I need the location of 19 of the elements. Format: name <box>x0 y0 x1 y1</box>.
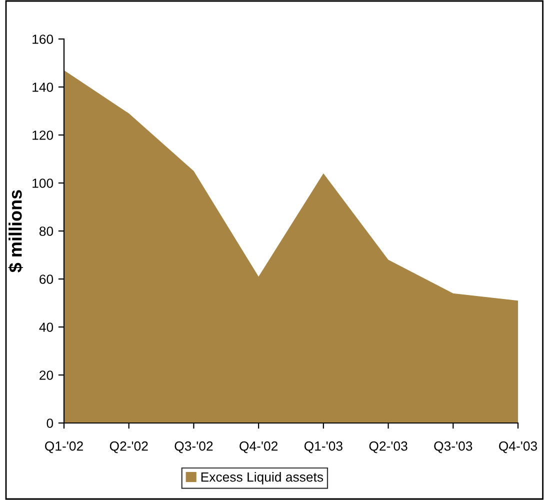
y-tick-label: 80 <box>39 226 54 236</box>
x-tick-label: Q2-'03 <box>369 441 408 454</box>
x-tick-label: Q2-'02 <box>110 441 148 454</box>
x-tick-label: Q3-'02 <box>174 441 213 454</box>
x-tick-label: Q1-'02 <box>45 441 83 454</box>
y-tick-label: 100 <box>32 178 54 188</box>
y-tick-label: 40 <box>39 322 54 332</box>
y-tick-label: 140 <box>32 82 54 92</box>
y-tick-label: 120 <box>32 130 54 140</box>
legend-label: Excess Liquid assets <box>201 472 324 484</box>
x-tick-label: Q4-'02 <box>240 441 278 454</box>
x-tick-label: Q4-'03 <box>499 441 538 454</box>
y-tick-label: 160 <box>32 34 54 44</box>
y-tick-label: 20 <box>40 370 54 380</box>
y-axis-title: $ millions <box>8 190 24 272</box>
x-tick-label: Q3-'03 <box>434 441 472 454</box>
x-tick-label: Q1-'03 <box>304 441 342 454</box>
y-tick-label: 60 <box>40 274 54 284</box>
y-tick-label: 0 <box>46 418 54 428</box>
